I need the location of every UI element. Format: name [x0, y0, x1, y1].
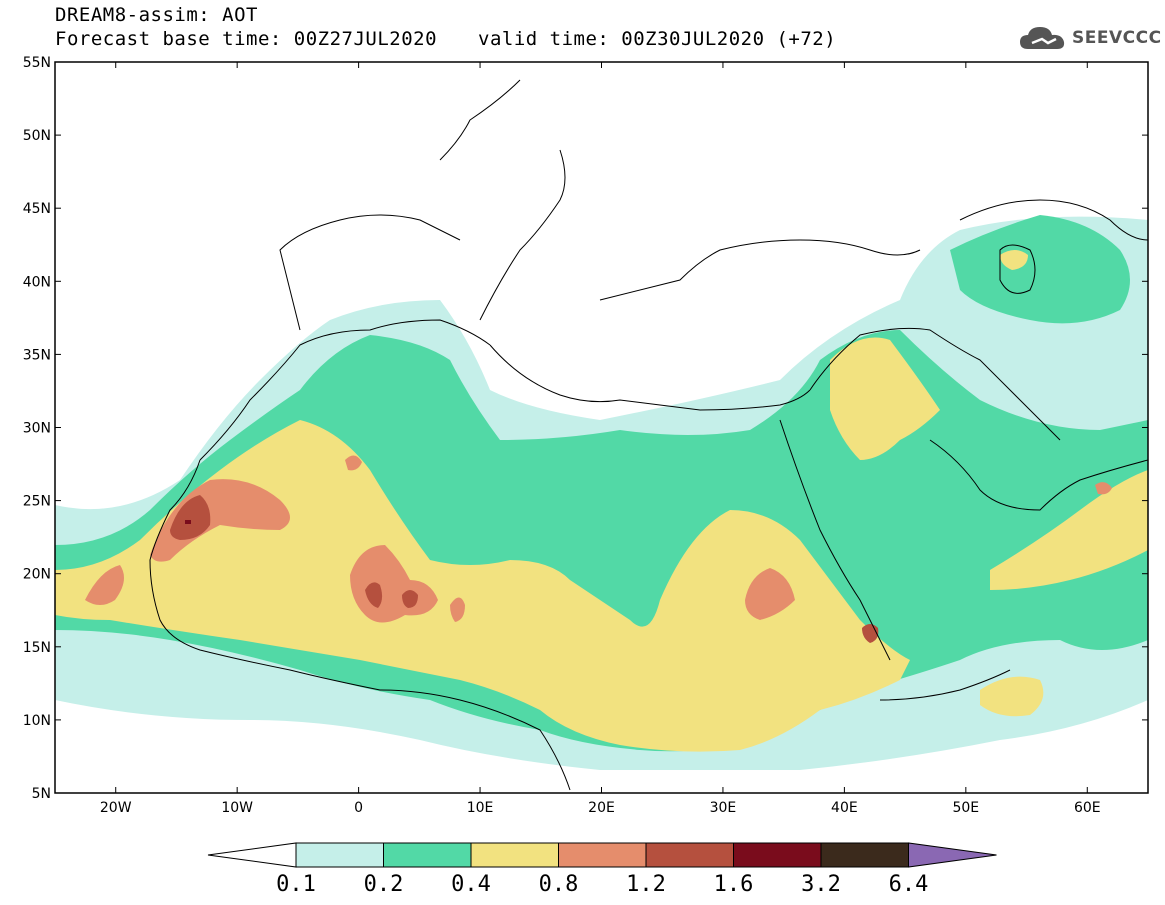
lat-label: 5N: [32, 786, 51, 802]
colorbar-swatch: [295, 842, 384, 868]
colorbar-over-arrow: [908, 842, 997, 868]
cloud-icon: [1020, 27, 1065, 49]
aot-fields: [55, 215, 1148, 770]
colorbar-swatch: [470, 842, 559, 868]
lon-label: 10W: [221, 800, 253, 816]
valid-time: valid time: 00Z30JUL2020 (+72): [478, 28, 837, 50]
map-title: DREAM8-assim: AOT: [55, 4, 258, 26]
colorbar-swatch: [383, 842, 472, 868]
lat-label: 55N: [23, 55, 51, 71]
lon-label: 10E: [467, 800, 494, 816]
lat-label: 20N: [23, 567, 51, 583]
lat-label: 25N: [23, 494, 51, 510]
colorbar-label: 0.2: [364, 872, 404, 897]
lon-label: 30E: [710, 800, 737, 816]
colorbar-swatch: [733, 842, 822, 868]
aot-level-1-2: [170, 495, 879, 643]
lon-label: 20E: [588, 800, 615, 816]
colorbar-label: 6.4: [889, 872, 929, 897]
lat-label: 10N: [23, 713, 51, 729]
colorbar-label: 0.8: [539, 872, 579, 897]
lon-label: 50E: [952, 800, 979, 816]
lon-label: 40E: [831, 800, 858, 816]
colorbar-swatch: [645, 842, 734, 868]
lat-label: 35N: [23, 347, 51, 363]
seevccc-logo: SEEVCCC: [1018, 20, 1162, 56]
longitude-ticks: 20W 10W 0 10E 20E 30E 40E 50E 60E: [100, 62, 1101, 816]
colorbar-label: 0.4: [451, 872, 491, 897]
colorbar-under-arrow: [207, 842, 297, 868]
colorbar: 0.1 0.2 0.4 0.8 1.2 1.6 3.2 6.4: [207, 842, 997, 897]
latitude-ticks: 55N 50N 45N 40N 35N 30N 25N 20N 15N 10N 5N: [23, 55, 1148, 802]
lon-label: 0: [354, 800, 363, 816]
lat-label: 15N: [23, 640, 51, 656]
colorbar-label: 1.2: [626, 872, 666, 897]
lon-label: 20W: [100, 800, 132, 816]
lon-label: 60E: [1074, 800, 1101, 816]
lat-label: 45N: [23, 201, 51, 217]
lat-label: 50N: [23, 128, 51, 144]
lat-label: 30N: [23, 421, 51, 437]
colorbar-swatch: [820, 842, 909, 868]
logo-text: SEEVCCC: [1072, 28, 1162, 48]
lat-label: 40N: [23, 274, 51, 290]
colorbar-label: 0.1: [276, 872, 316, 897]
colorbar-swatch: [558, 842, 647, 868]
colorbar-label: 1.6: [714, 872, 754, 897]
coastlines: [149, 79, 1148, 791]
aot-level-1-6: [185, 520, 191, 524]
forecast-base-time: Forecast base time: 00Z27JUL2020: [55, 28, 438, 50]
colorbar-label: 3.2: [801, 872, 841, 897]
